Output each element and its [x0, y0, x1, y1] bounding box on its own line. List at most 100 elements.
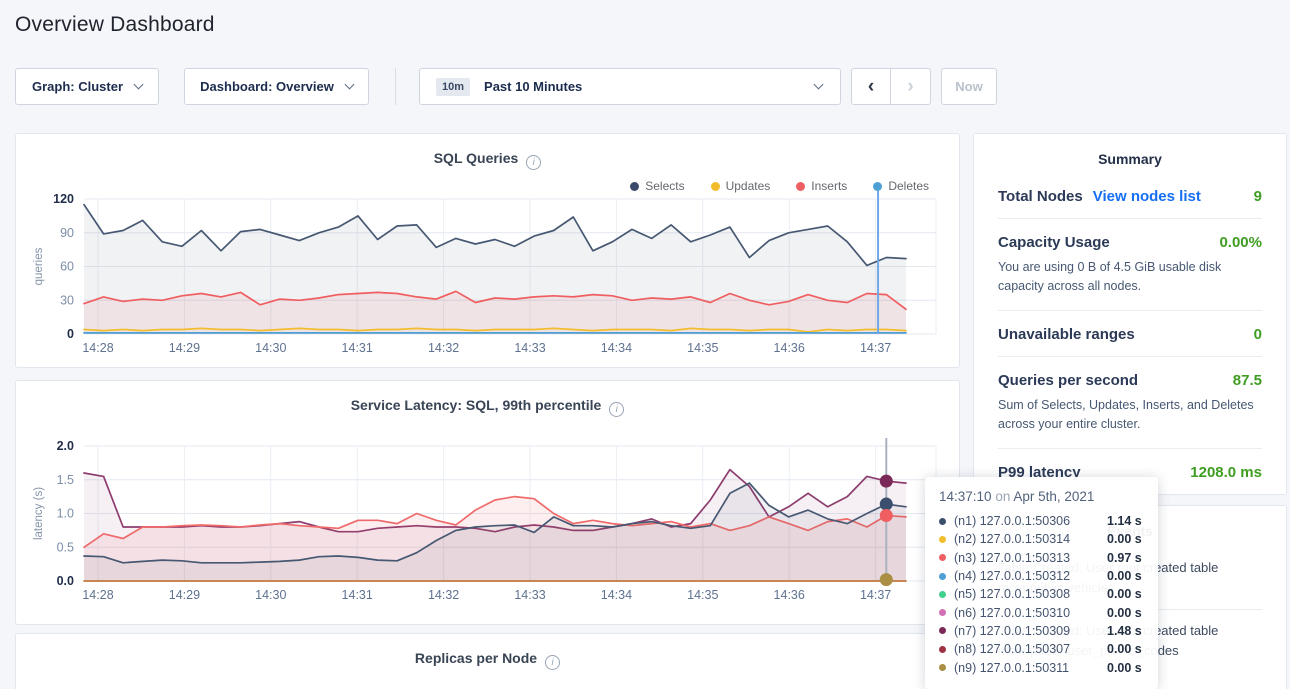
summary-item-desc: You are using 0 B of 4.5 GiB usable disk…	[998, 258, 1262, 297]
summary-item-desc: Sum of Selects, Updates, Inserts, and De…	[998, 396, 1262, 435]
tooltip-node-row: (n8) 127.0.0.1:503070.00 s	[939, 640, 1144, 658]
svg-text:14:32: 14:32	[428, 341, 459, 355]
svg-text:queries: queries	[33, 247, 45, 285]
svg-text:latency (s): latency (s)	[33, 487, 45, 540]
tooltip-node-row: (n1) 127.0.0.1:503061.14 s	[939, 512, 1144, 530]
tooltip-node-address: (n1) 127.0.0.1:50306	[954, 514, 1107, 528]
graph-dropdown[interactable]: Graph: Cluster	[15, 68, 159, 105]
tooltip-node-value: 0.00 s	[1107, 587, 1142, 601]
node-color-dot-icon	[939, 518, 946, 525]
tooltip-node-value: 1.48 s	[1107, 624, 1142, 638]
summary-item-value: 1208.0 ms	[1190, 464, 1262, 481]
tooltip-node-row: (n9) 127.0.0.1:503110.00 s	[939, 658, 1144, 676]
svg-text:14:30: 14:30	[255, 341, 286, 355]
svg-text:14:30: 14:30	[255, 588, 286, 602]
svg-text:14:28: 14:28	[82, 341, 113, 355]
summary-item-value: 0.00%	[1219, 234, 1262, 251]
svg-text:14:36: 14:36	[774, 588, 805, 602]
summary-item: Total NodesView nodes list9	[998, 173, 1262, 219]
node-color-dot-icon	[939, 627, 946, 634]
svg-text:90: 90	[60, 226, 74, 240]
tooltip-node-value: 1.14 s	[1107, 514, 1142, 528]
summary-item-value: 0	[1254, 326, 1262, 343]
svg-text:14:35: 14:35	[687, 588, 718, 602]
chart-title-text: Replicas per Node	[415, 650, 537, 666]
summary-item-row: Unavailable ranges 0	[998, 326, 1262, 343]
chevron-down-icon	[134, 80, 144, 90]
time-range-badge: 10m	[436, 78, 470, 96]
summary-item-label: Queries per second	[998, 372, 1138, 389]
tooltip-node-address: (n3) 127.0.0.1:50313	[954, 551, 1107, 565]
svg-text:14:34: 14:34	[601, 341, 632, 355]
time-back-button[interactable]: ‹	[851, 68, 891, 105]
now-button[interactable]: Now	[941, 68, 997, 105]
svg-text:14:29: 14:29	[169, 341, 200, 355]
node-color-dot-icon	[939, 664, 946, 671]
page-title: Overview Dashboard	[15, 13, 215, 37]
summary-item-label: Total Nodes	[998, 188, 1083, 205]
svg-text:0.5: 0.5	[57, 540, 74, 554]
tooltip-node-row: (n6) 127.0.0.1:503100.00 s	[939, 603, 1144, 621]
dashboard-dropdown[interactable]: Dashboard: Overview	[184, 68, 369, 105]
service-latency-chart[interactable]: 14:2814:2914:3014:3114:3214:3314:3414:35…	[16, 381, 959, 624]
svg-text:30: 30	[60, 293, 74, 307]
time-nav-group: ‹ ›	[851, 68, 931, 105]
tooltip-date: Apr 5th, 2021	[1013, 489, 1094, 504]
svg-text:60: 60	[60, 260, 74, 274]
tooltip-time: 14:37:10	[939, 489, 992, 504]
chevron-down-icon	[344, 80, 354, 90]
svg-text:14:35: 14:35	[687, 341, 718, 355]
summary-items: Total NodesView nodes list9Capacity Usag…	[974, 167, 1286, 494]
time-forward-button[interactable]: ›	[891, 68, 931, 105]
svg-text:0: 0	[67, 327, 74, 341]
tooltip-node-address: (n7) 127.0.0.1:50309	[954, 624, 1107, 638]
svg-text:14:33: 14:33	[514, 341, 545, 355]
summary-item-row: Capacity Usage 0.00%	[998, 234, 1262, 251]
chevron-left-icon: ‹	[868, 76, 874, 98]
now-button-label: Now	[955, 79, 982, 94]
info-icon[interactable]: i	[545, 655, 560, 670]
service-latency-chart-card: Service Latency: SQL, 99th percentilei 1…	[15, 380, 960, 625]
summary-item-value: 87.5	[1233, 372, 1262, 389]
summary-item-row: Queries per second 87.5	[998, 372, 1262, 389]
chevron-right-icon: ›	[907, 76, 913, 98]
tooltip-node-value: 0.97 s	[1107, 551, 1142, 565]
svg-text:120: 120	[53, 192, 74, 206]
svg-text:2.0: 2.0	[57, 439, 74, 453]
tooltip-node-address: (n2) 127.0.0.1:50314	[954, 532, 1107, 546]
sql-queries-chart[interactable]: 14:2814:2914:3014:3114:3214:3314:3414:35…	[16, 134, 959, 367]
summary-item-label: Capacity Usage	[998, 234, 1110, 251]
svg-text:14:28: 14:28	[82, 588, 113, 602]
svg-text:14:32: 14:32	[428, 588, 459, 602]
summary-panel: Summary Total NodesView nodes list9Capac…	[973, 133, 1287, 495]
tooltip-node-row: (n3) 127.0.0.1:503130.97 s	[939, 549, 1144, 567]
node-color-dot-icon	[939, 573, 946, 580]
tooltip-timestamp: 14:37:10 on Apr 5th, 2021	[939, 489, 1144, 504]
sql-queries-chart-card: SQL Queriesi SelectsUpdatesInsertsDelete…	[15, 133, 960, 368]
summary-item-row: Total NodesView nodes list9	[998, 188, 1262, 205]
tooltip-node-value: 0.00 s	[1107, 661, 1142, 675]
tooltip-node-address: (n8) 127.0.0.1:50307	[954, 642, 1107, 656]
tooltip-node-value: 0.00 s	[1107, 569, 1142, 583]
svg-text:14:31: 14:31	[342, 588, 373, 602]
time-range-picker[interactable]: 10m Past 10 Minutes	[419, 68, 841, 105]
svg-text:14:37: 14:37	[860, 588, 891, 602]
svg-text:14:37: 14:37	[860, 341, 891, 355]
tooltip-node-row: (n7) 127.0.0.1:503091.48 s	[939, 622, 1144, 640]
summary-item: Unavailable ranges 0	[998, 311, 1262, 357]
svg-text:1.0: 1.0	[57, 507, 74, 521]
summary-item-label: Unavailable ranges	[998, 326, 1135, 343]
chart-hover-tooltip: 14:37:10 on Apr 5th, 2021 (n1) 127.0.0.1…	[925, 477, 1158, 689]
summary-item: Capacity Usage 0.00% You are using 0 B of …	[998, 219, 1262, 311]
tooltip-node-value: 0.00 s	[1107, 532, 1142, 546]
node-color-dot-icon	[939, 536, 946, 543]
chevron-down-icon	[814, 80, 824, 90]
tooltip-node-address: (n9) 127.0.0.1:50311	[954, 661, 1107, 675]
dashboard-dropdown-label: Dashboard: Overview	[200, 79, 334, 94]
summary-item: Queries per second 87.5 Sum of Selects, Up…	[998, 357, 1262, 449]
tooltip-node-row: (n4) 127.0.0.1:503120.00 s	[939, 567, 1144, 585]
view-nodes-link[interactable]: View nodes list	[1093, 188, 1201, 205]
tooltip-node-row: (n2) 127.0.0.1:503140.00 s	[939, 530, 1144, 548]
node-color-dot-icon	[939, 554, 946, 561]
node-color-dot-icon	[939, 609, 946, 616]
